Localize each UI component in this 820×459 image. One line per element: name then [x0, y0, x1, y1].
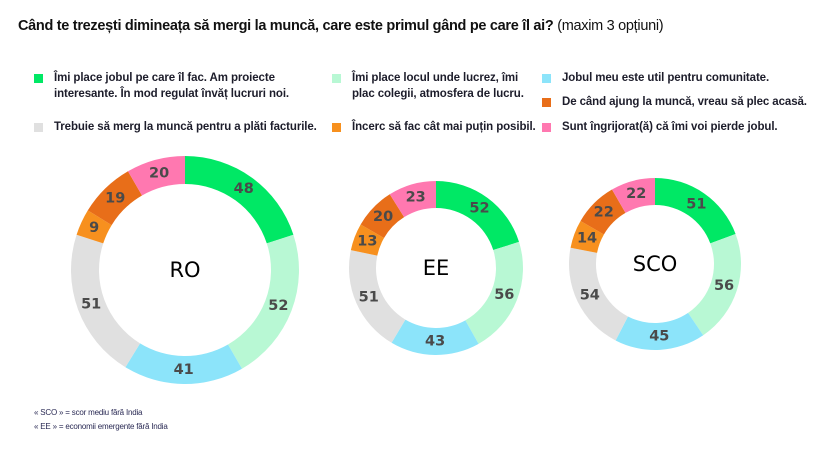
chart-title: Când te trezești dimineața să mergi la m… [18, 18, 664, 34]
legend-label: Jobul meu este util pentru comunitate. [562, 72, 770, 84]
donut-segment [569, 247, 628, 341]
segment-value-label: 20 [149, 165, 169, 181]
legend-swatch [542, 74, 551, 83]
segment-value-label: 54 [580, 288, 600, 304]
segment-value-label: 20 [373, 209, 393, 225]
footnote-sco: « SCO » = scor mediu fără India [34, 408, 143, 417]
donut-segment [185, 156, 294, 244]
segment-value-label: 13 [357, 234, 377, 250]
donut-segment [228, 234, 299, 369]
donut-ee: 52 56 43 51 13 20 23 EE [348, 181, 523, 355]
legend-swatch [34, 74, 43, 83]
donut-center-label: RO [169, 258, 200, 282]
legend-item-putin: Încerc să fac cât mai puțin posibil. [332, 119, 536, 135]
donut-segment [465, 241, 523, 344]
donut-segment [87, 171, 142, 226]
donut-sco: 51 56 45 54 14 22 22 SCO [569, 178, 741, 350]
segment-value-label: 56 [494, 287, 514, 303]
donut-segment [615, 312, 704, 350]
legend-label: Îmi place jobul pe care îl fac. Am proie… [54, 72, 290, 100]
segment-value-label: 52 [469, 201, 489, 217]
legend-swatch [542, 123, 551, 132]
segment-value-label: 51 [81, 297, 101, 313]
segment-value-label: 52 [268, 298, 288, 314]
segment-value-label: 51 [359, 290, 379, 306]
segment-value-label: 41 [174, 362, 194, 378]
legend-label: Trebuie să merg la muncă pentru a plăti … [54, 121, 317, 133]
segment-value-label: 9 [89, 220, 99, 236]
donut-segment [612, 178, 655, 213]
legend-label: Încerc să fac cât mai puțin posibil. [352, 121, 536, 133]
donut-segment [436, 181, 519, 251]
segment-value-label: 43 [425, 333, 445, 349]
segment-value-label: 23 [406, 189, 426, 205]
donut-segment [128, 156, 185, 196]
footnote-ee: « EE » = economii emergente fără India [34, 422, 168, 431]
segment-value-label: 45 [649, 328, 669, 344]
title-main: Când te trezești dimineața să mergi la m… [18, 18, 554, 34]
title-sub: (maxim 3 opțiuni) [557, 18, 664, 34]
donut-segment [655, 178, 736, 244]
donut-center-label: EE [423, 256, 450, 280]
legend-swatch [542, 98, 551, 107]
legend-item-ingrijorat: Sunt îngrijorat(ă) că îmi voi pierde job… [542, 119, 778, 135]
legend-item-plec: De când ajung la muncă, vreau să plec ac… [542, 94, 807, 110]
legend-item-locul: Îmi place locul unde lucrez, îmi plac col… [332, 70, 524, 102]
donut-segment [348, 250, 406, 343]
segment-value-label: 51 [686, 196, 706, 212]
legend-swatch [332, 123, 341, 132]
donut-center-label: SCO [633, 252, 678, 276]
segment-value-label: 56 [714, 278, 734, 294]
donut-segment [391, 319, 479, 355]
segment-value-label: 48 [234, 181, 254, 197]
donut-segment [350, 224, 385, 256]
segment-value-label: 22 [626, 186, 646, 202]
segment-value-label: 22 [594, 205, 614, 221]
segment-value-label: 19 [105, 190, 125, 206]
legend-item-jobul: Îmi place jobul pe care îl fac. Am proie… [34, 70, 289, 102]
legend-label: Sunt îngrijorat(ă) că îmi voi pierde job… [562, 121, 778, 133]
donut-segment [71, 234, 141, 368]
donut-segment [76, 210, 112, 244]
legend-item-facturi: Trebuie să merg la muncă pentru a plăti … [34, 119, 317, 135]
legend-swatch [34, 123, 43, 132]
donut-segment [389, 181, 436, 218]
donut-segment [570, 221, 604, 253]
donut-ro: 48 52 41 51 9 19 20 RO [71, 156, 299, 384]
legend-label: Îmi place locul unde lucrez, îmi plac col… [352, 72, 524, 100]
donut-segment [688, 233, 741, 336]
donut-segment [125, 343, 242, 384]
legend-item-util: Jobul meu este util pentru comunitate. [542, 70, 769, 86]
segment-value-label: 14 [577, 231, 597, 247]
donut-segment [580, 189, 626, 235]
donut-segment [360, 194, 405, 238]
legend-label: De când ajung la muncă, vreau să plec ac… [562, 96, 807, 108]
legend-swatch [332, 74, 341, 83]
